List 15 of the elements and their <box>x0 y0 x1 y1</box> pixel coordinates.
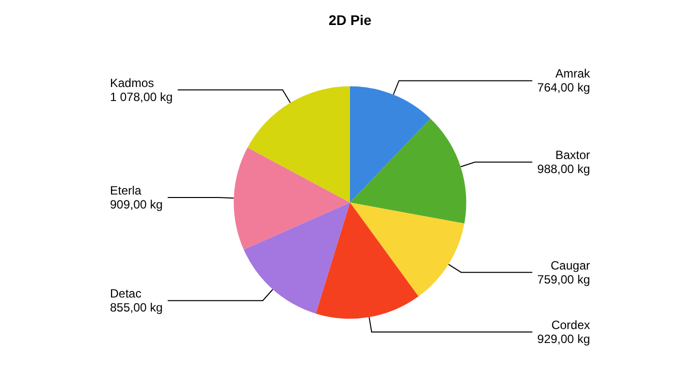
data-label: 764,00 kg <box>537 80 590 95</box>
slice-label: Amrak <box>555 66 591 81</box>
slice-label: Caugar <box>550 258 590 272</box>
slice-label: Cordex <box>551 318 590 332</box>
data-label: 988,00 kg <box>537 162 590 176</box>
data-label: 1 078,00 kg <box>110 90 173 104</box>
data-label: 759,00 kg <box>537 272 590 286</box>
data-label: 909,00 kg <box>110 198 163 212</box>
chart-title: 2D Pie <box>328 12 372 28</box>
slice-label: Detac <box>110 286 142 301</box>
slice-label: Kadmos <box>110 76 154 90</box>
slice-label: Eterla <box>110 184 142 198</box>
data-label: 855,00 kg <box>110 300 163 315</box>
data-label: 929,00 kg <box>537 332 590 346</box>
slice-label: Baxtor <box>555 148 590 162</box>
